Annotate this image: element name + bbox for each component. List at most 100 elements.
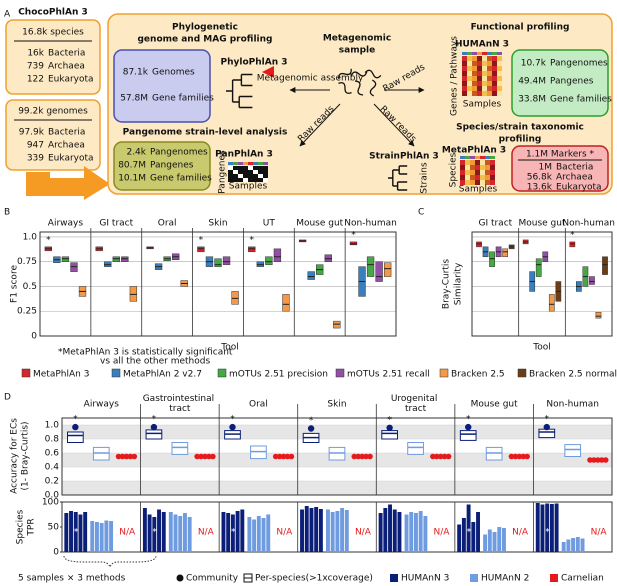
legend-label: mOTUs 2.51 recall [347, 370, 430, 380]
presence-cell [263, 174, 268, 178]
community-dot [543, 423, 550, 431]
tpr-bar [226, 513, 231, 552]
heatmap-cell [492, 56, 497, 61]
heading: profiling [499, 135, 542, 145]
tpr-bar [487, 529, 492, 552]
tpr-bar [423, 516, 428, 552]
tpr-bar [378, 513, 383, 552]
stat-number: 56.8k [527, 173, 553, 183]
tpr-bar [73, 512, 78, 552]
heatmap-cell [467, 76, 472, 81]
heatmap-cell [470, 175, 475, 180]
y-tick-label: 0.4 [45, 463, 60, 473]
stat-number: 739 [27, 62, 44, 72]
y-axis-title: TPR [27, 518, 37, 536]
dna-icon [350, 71, 368, 77]
heatmap-cell [462, 56, 467, 61]
legend-swatch [517, 368, 527, 378]
heatmap-cell [472, 61, 477, 66]
community-dot [512, 453, 519, 460]
category-label: Non-human [562, 219, 615, 229]
presence-cell [238, 166, 243, 170]
stat-label: Bacteria [48, 49, 85, 59]
box [535, 258, 542, 277]
heatmap-cell [460, 175, 465, 180]
heatmap-cell [492, 71, 497, 76]
heatmap-header [462, 52, 467, 55]
heatmap-cell [477, 66, 482, 71]
tpr-bar [109, 521, 114, 552]
stat-number: 947 [27, 141, 44, 151]
y-tick-label: 0 [53, 548, 59, 558]
presence-cell [228, 166, 233, 170]
community-dot [272, 453, 279, 460]
community-dot [198, 453, 204, 460]
category-label: Mouse gut [471, 400, 518, 410]
heatmap-header [485, 156, 490, 159]
y-tick-label: 0.2 [45, 477, 59, 487]
tpr-bar [388, 504, 392, 552]
category-label: Skin [208, 219, 227, 229]
heatmap-cell [470, 180, 475, 185]
heatmap-cell [475, 170, 480, 175]
box [273, 248, 282, 262]
community-dot [72, 423, 79, 431]
heatmap-cell [480, 170, 485, 175]
heatmap-header [477, 52, 482, 55]
axis-label: Strains [420, 162, 430, 194]
heatmap-cell [472, 56, 477, 61]
community-dot [127, 453, 134, 460]
heatmap-cell [490, 175, 495, 180]
plot-frame [39, 231, 397, 337]
axis-label: Genes / Pathways [450, 36, 460, 116]
legend-label: MetaPhlAn 3 [33, 370, 89, 380]
community-dot [602, 457, 609, 463]
plot-frame [61, 417, 613, 496]
community-dot [367, 453, 373, 460]
arrow [373, 103, 415, 147]
heatmap-header [243, 162, 248, 165]
na-label: N/A [591, 528, 608, 538]
community-dot [206, 453, 212, 460]
heatmap-cell [475, 160, 480, 165]
heatmap-header [258, 162, 263, 165]
category-label: Urogenital tract [391, 394, 440, 414]
legend-label: HUMAnN 3 [401, 574, 449, 584]
category-label: Airways [84, 400, 120, 410]
y-tick-label: 0.75 [17, 257, 37, 267]
tpr-bar [502, 528, 506, 552]
category-label-line: tract [169, 404, 191, 414]
tpr-bar [142, 508, 147, 552]
y-axis-title: F1 score [10, 265, 20, 303]
heatmap-cell [467, 91, 472, 96]
heatmap-cell [497, 71, 502, 76]
heatmap-header [228, 162, 233, 165]
tpr-bar [566, 539, 571, 552]
heatmap-cell [497, 81, 502, 86]
na-label: N/A [198, 528, 215, 538]
community-dot [280, 453, 287, 460]
axis-label: Species [449, 152, 459, 187]
significance-mark: * [545, 415, 550, 425]
heatmap-cell [485, 175, 490, 180]
stat-label: Pangenomes [150, 148, 208, 158]
dna-icon [364, 69, 382, 79]
heatmap-cell [472, 91, 477, 96]
community-dot [123, 453, 130, 460]
heatmap-cell [482, 71, 487, 76]
presence-cell [243, 174, 248, 178]
community-dot [359, 453, 365, 460]
na-label: N/A [512, 528, 529, 538]
tpr-bar [261, 518, 266, 552]
dna-icon [338, 68, 352, 80]
legend-swatch [550, 574, 558, 582]
heatmap-cell [477, 56, 482, 61]
heatmap-cell [487, 61, 492, 66]
stat-label: Archaea [48, 62, 85, 72]
heatmap-cell [477, 71, 482, 76]
presence-cell [233, 166, 238, 170]
tpr-bar [483, 534, 488, 552]
heatmap-cell [485, 180, 490, 185]
category-label: GI tract [478, 219, 512, 229]
heatmap-cell [490, 170, 495, 175]
